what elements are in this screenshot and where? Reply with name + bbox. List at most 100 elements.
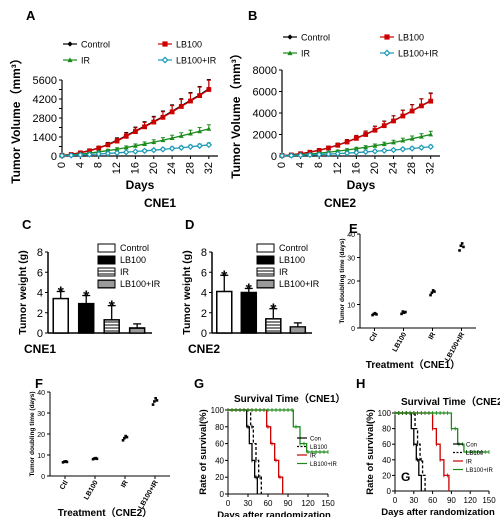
marker-open-diamond xyxy=(113,149,121,157)
panel-letter: B xyxy=(248,8,257,23)
marker-square xyxy=(409,108,415,114)
panel-letter: D xyxy=(185,217,194,232)
marker-diamond xyxy=(287,34,293,40)
x-axis-label: Days xyxy=(347,178,376,192)
marker-open-diamond xyxy=(380,147,388,154)
bar xyxy=(265,318,282,334)
panel-letter: H xyxy=(356,376,365,391)
legend-label: LB100 xyxy=(176,40,202,50)
marker-open-diamond xyxy=(371,148,379,155)
survival-curve xyxy=(228,409,284,494)
legend-label: Con xyxy=(466,443,477,449)
y-tick-label: 4 xyxy=(201,288,207,300)
y-tick-label: 0 xyxy=(351,326,355,333)
marker-triangle xyxy=(287,50,293,56)
y-tick-label: 8 xyxy=(37,247,43,259)
legend-swatch xyxy=(256,279,275,289)
y-axis-label: Tumor weight (g) xyxy=(17,250,29,334)
header-cne2: CNE2 xyxy=(324,196,356,210)
x-tick-label: 32 xyxy=(425,162,437,174)
legend-label: Control xyxy=(120,243,149,253)
legend-label: LB100+IR xyxy=(279,279,320,289)
x-tick-label: Ctl xyxy=(368,331,379,343)
legend-swatch xyxy=(256,267,275,277)
marker-triangle xyxy=(188,131,193,136)
x-tick-label: 90 xyxy=(447,496,456,505)
y-tick-label: 30 xyxy=(37,411,45,418)
x-tick-label: 20 xyxy=(369,162,381,174)
data-point xyxy=(154,397,157,400)
x-tick-label: IR xyxy=(428,332,438,342)
x-tick-label: 24 xyxy=(166,162,178,174)
marker-triangle xyxy=(363,144,369,150)
marker-open-diamond xyxy=(297,151,304,159)
y-axis-label: Tumor doubling time (days) xyxy=(339,238,346,323)
x-tick-label: 8 xyxy=(93,162,105,168)
marker-open-diamond xyxy=(288,152,295,159)
marker-square xyxy=(381,123,387,129)
legend-label: LB100 xyxy=(279,255,305,265)
x-tick-label: 0 xyxy=(276,162,288,168)
legend-label: IR xyxy=(301,49,311,59)
marker-triangle xyxy=(178,133,184,138)
data-point xyxy=(125,435,129,439)
data-point xyxy=(64,460,67,463)
marker-square xyxy=(316,148,322,153)
x-tick-label: 4 xyxy=(295,162,307,168)
legend-label: IR xyxy=(81,56,91,66)
data-point xyxy=(430,291,434,295)
marker-open-diamond xyxy=(58,152,66,159)
x-tick-label: 24 xyxy=(388,162,400,174)
panel-caption: CNE1 xyxy=(24,342,56,356)
y-tick-label: 40 xyxy=(382,456,391,465)
marker-open-diamond xyxy=(399,145,407,153)
marker-square xyxy=(206,87,212,92)
marker-square xyxy=(178,104,184,109)
y-tick-label: 40 xyxy=(215,456,224,465)
survival-curve xyxy=(395,412,450,491)
panel-G: G Survival Time（CNE1） 0 20 40 60 80 100 0 30 60 90 1… xyxy=(194,376,346,517)
y-tick-label: 6000 xyxy=(253,87,277,99)
marker-square xyxy=(400,113,406,119)
marker-open-diamond xyxy=(178,144,185,151)
y-tick-label: 20 xyxy=(347,279,355,286)
data-point xyxy=(375,313,378,316)
marker-open-diamond xyxy=(205,141,213,149)
x-tick-label: LB100 xyxy=(392,331,409,353)
data-point xyxy=(65,460,69,464)
y-tick-label: 10 xyxy=(347,303,355,310)
marker-open-diamond xyxy=(86,151,93,158)
marker-triangle xyxy=(400,138,406,143)
marker-square xyxy=(419,103,424,109)
marker-triangle xyxy=(372,143,378,148)
data-point xyxy=(459,244,463,248)
panel-C: C 0 2 4 6 8 Tumor weight (g) CNE1 * * * Control LB10… xyxy=(17,217,161,356)
data-point xyxy=(460,242,464,245)
x-tick-label: 30 xyxy=(244,499,253,508)
significance-mark: * xyxy=(83,289,90,306)
bar xyxy=(103,319,120,334)
legend-label: Control xyxy=(301,33,330,43)
data-point xyxy=(151,403,155,406)
y-axis-label: Tumor weight (g) xyxy=(181,250,193,334)
x-tick-label: 60 xyxy=(428,496,437,505)
panel-letter: A xyxy=(26,8,36,23)
survival-curve xyxy=(395,412,489,453)
marker-square xyxy=(384,34,390,40)
legend-swatch xyxy=(97,279,116,289)
legend-swatch xyxy=(256,243,275,253)
x-tick-label: 0 xyxy=(393,496,398,505)
marker-square xyxy=(96,145,102,151)
y-tick-label: 80 xyxy=(382,425,391,434)
x-tick-label: 12 xyxy=(111,162,123,174)
y-tick-label: 20 xyxy=(215,473,224,482)
survival-curve xyxy=(228,409,328,453)
panel-D: D 0 2 4 6 8 Tumor weight (g) CNE2 * * * Control LB10… xyxy=(181,217,320,356)
marker-triangle xyxy=(123,145,129,150)
legend-label: Control xyxy=(81,40,110,50)
marker-triangle xyxy=(344,147,350,152)
significance-mark: * xyxy=(270,302,277,319)
marker-open-diamond xyxy=(67,152,75,159)
y-tick-label: 4200 xyxy=(33,94,57,106)
